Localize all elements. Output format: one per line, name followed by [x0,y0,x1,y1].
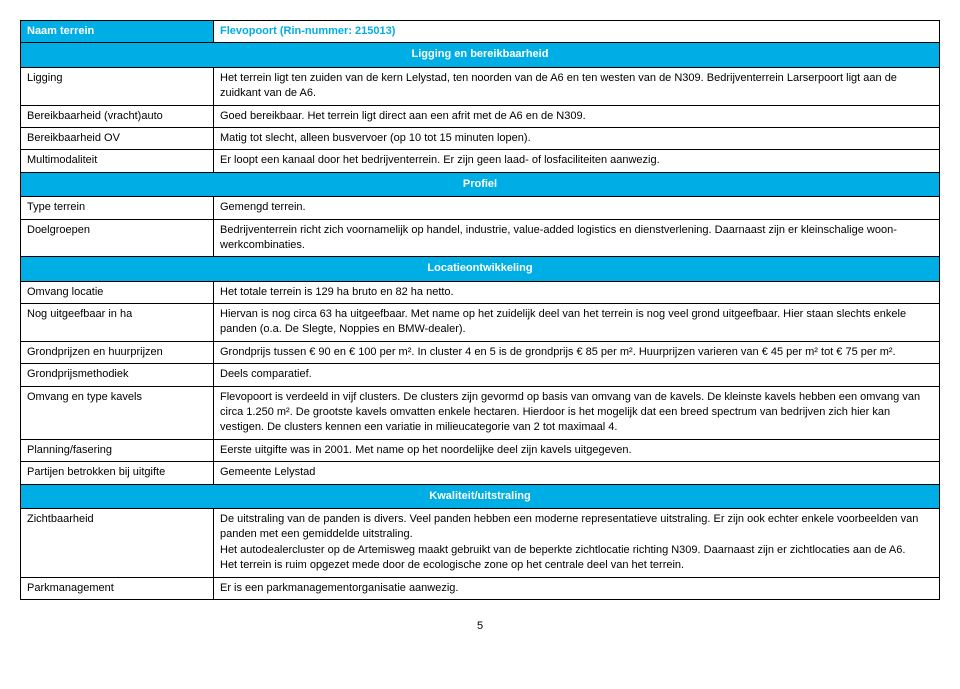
row-value: Het terrein ligt ten zuiden van de kern … [214,67,940,105]
row-label: Bereikbaarheid (vracht)auto [21,105,214,127]
row-label: Nog uitgeefbaar in ha [21,304,214,342]
row-label: Planning/fasering [21,439,214,461]
row-label: Omvang en type kavels [21,386,214,439]
row-value: Flevopoort is verdeeld in vijf clusters.… [214,386,940,439]
row-value: Eerste uitgifte was in 2001. Met name op… [214,439,940,461]
row-label: Parkmanagement [21,577,214,599]
row-label: Doelgroepen [21,219,214,257]
row-value: Gemeente Lelystad [214,462,940,484]
section-header: Ligging en bereikbaarheid [21,43,940,67]
row-label: Bereikbaarheid OV [21,127,214,149]
row-label: Type terrein [21,197,214,219]
row-label: Omvang locatie [21,281,214,303]
row-value: Matig tot slecht, alleen busvervoer (op … [214,127,940,149]
row-value: De uitstraling van de panden is divers. … [214,508,940,577]
row-value: Er is een parkmanagementorganisatie aanw… [214,577,940,599]
row-label: Ligging [21,67,214,105]
row-label: Zichtbaarheid [21,508,214,577]
row-value: Goed bereikbaar. Het terrein ligt direct… [214,105,940,127]
row-label: Partijen betrokken bij uitgifte [21,462,214,484]
row-label: Grondprijsmethodiek [21,364,214,386]
header-label: Naam terrein [21,21,214,43]
row-value: Deels comparatief. [214,364,940,386]
section-header: Kwaliteit/uitstraling [21,484,940,508]
row-label: Multimodaliteit [21,150,214,172]
row-value: Bedrijventerrein richt zich voornamelijk… [214,219,940,257]
row-value: Gemengd terrein. [214,197,940,219]
section-header: Locatieontwikkeling [21,257,940,281]
row-value: Het totale terrein is 129 ha bruto en 82… [214,281,940,303]
section-header: Profiel [21,172,940,196]
header-value: Flevopoort (Rin-nummer: 215013) [214,21,940,43]
data-table: Naam terreinFlevopoort (Rin-nummer: 2150… [20,20,940,600]
row-value: Er loopt een kanaal door het bedrijvente… [214,150,940,172]
row-value: Grondprijs tussen € 90 en € 100 per m². … [214,341,940,363]
terrain-info-table: Naam terreinFlevopoort (Rin-nummer: 2150… [20,20,940,600]
row-label: Grondprijzen en huurprijzen [21,341,214,363]
row-value: Hiervan is nog circa 63 ha uitgeefbaar. … [214,304,940,342]
page-number: 5 [20,620,940,632]
